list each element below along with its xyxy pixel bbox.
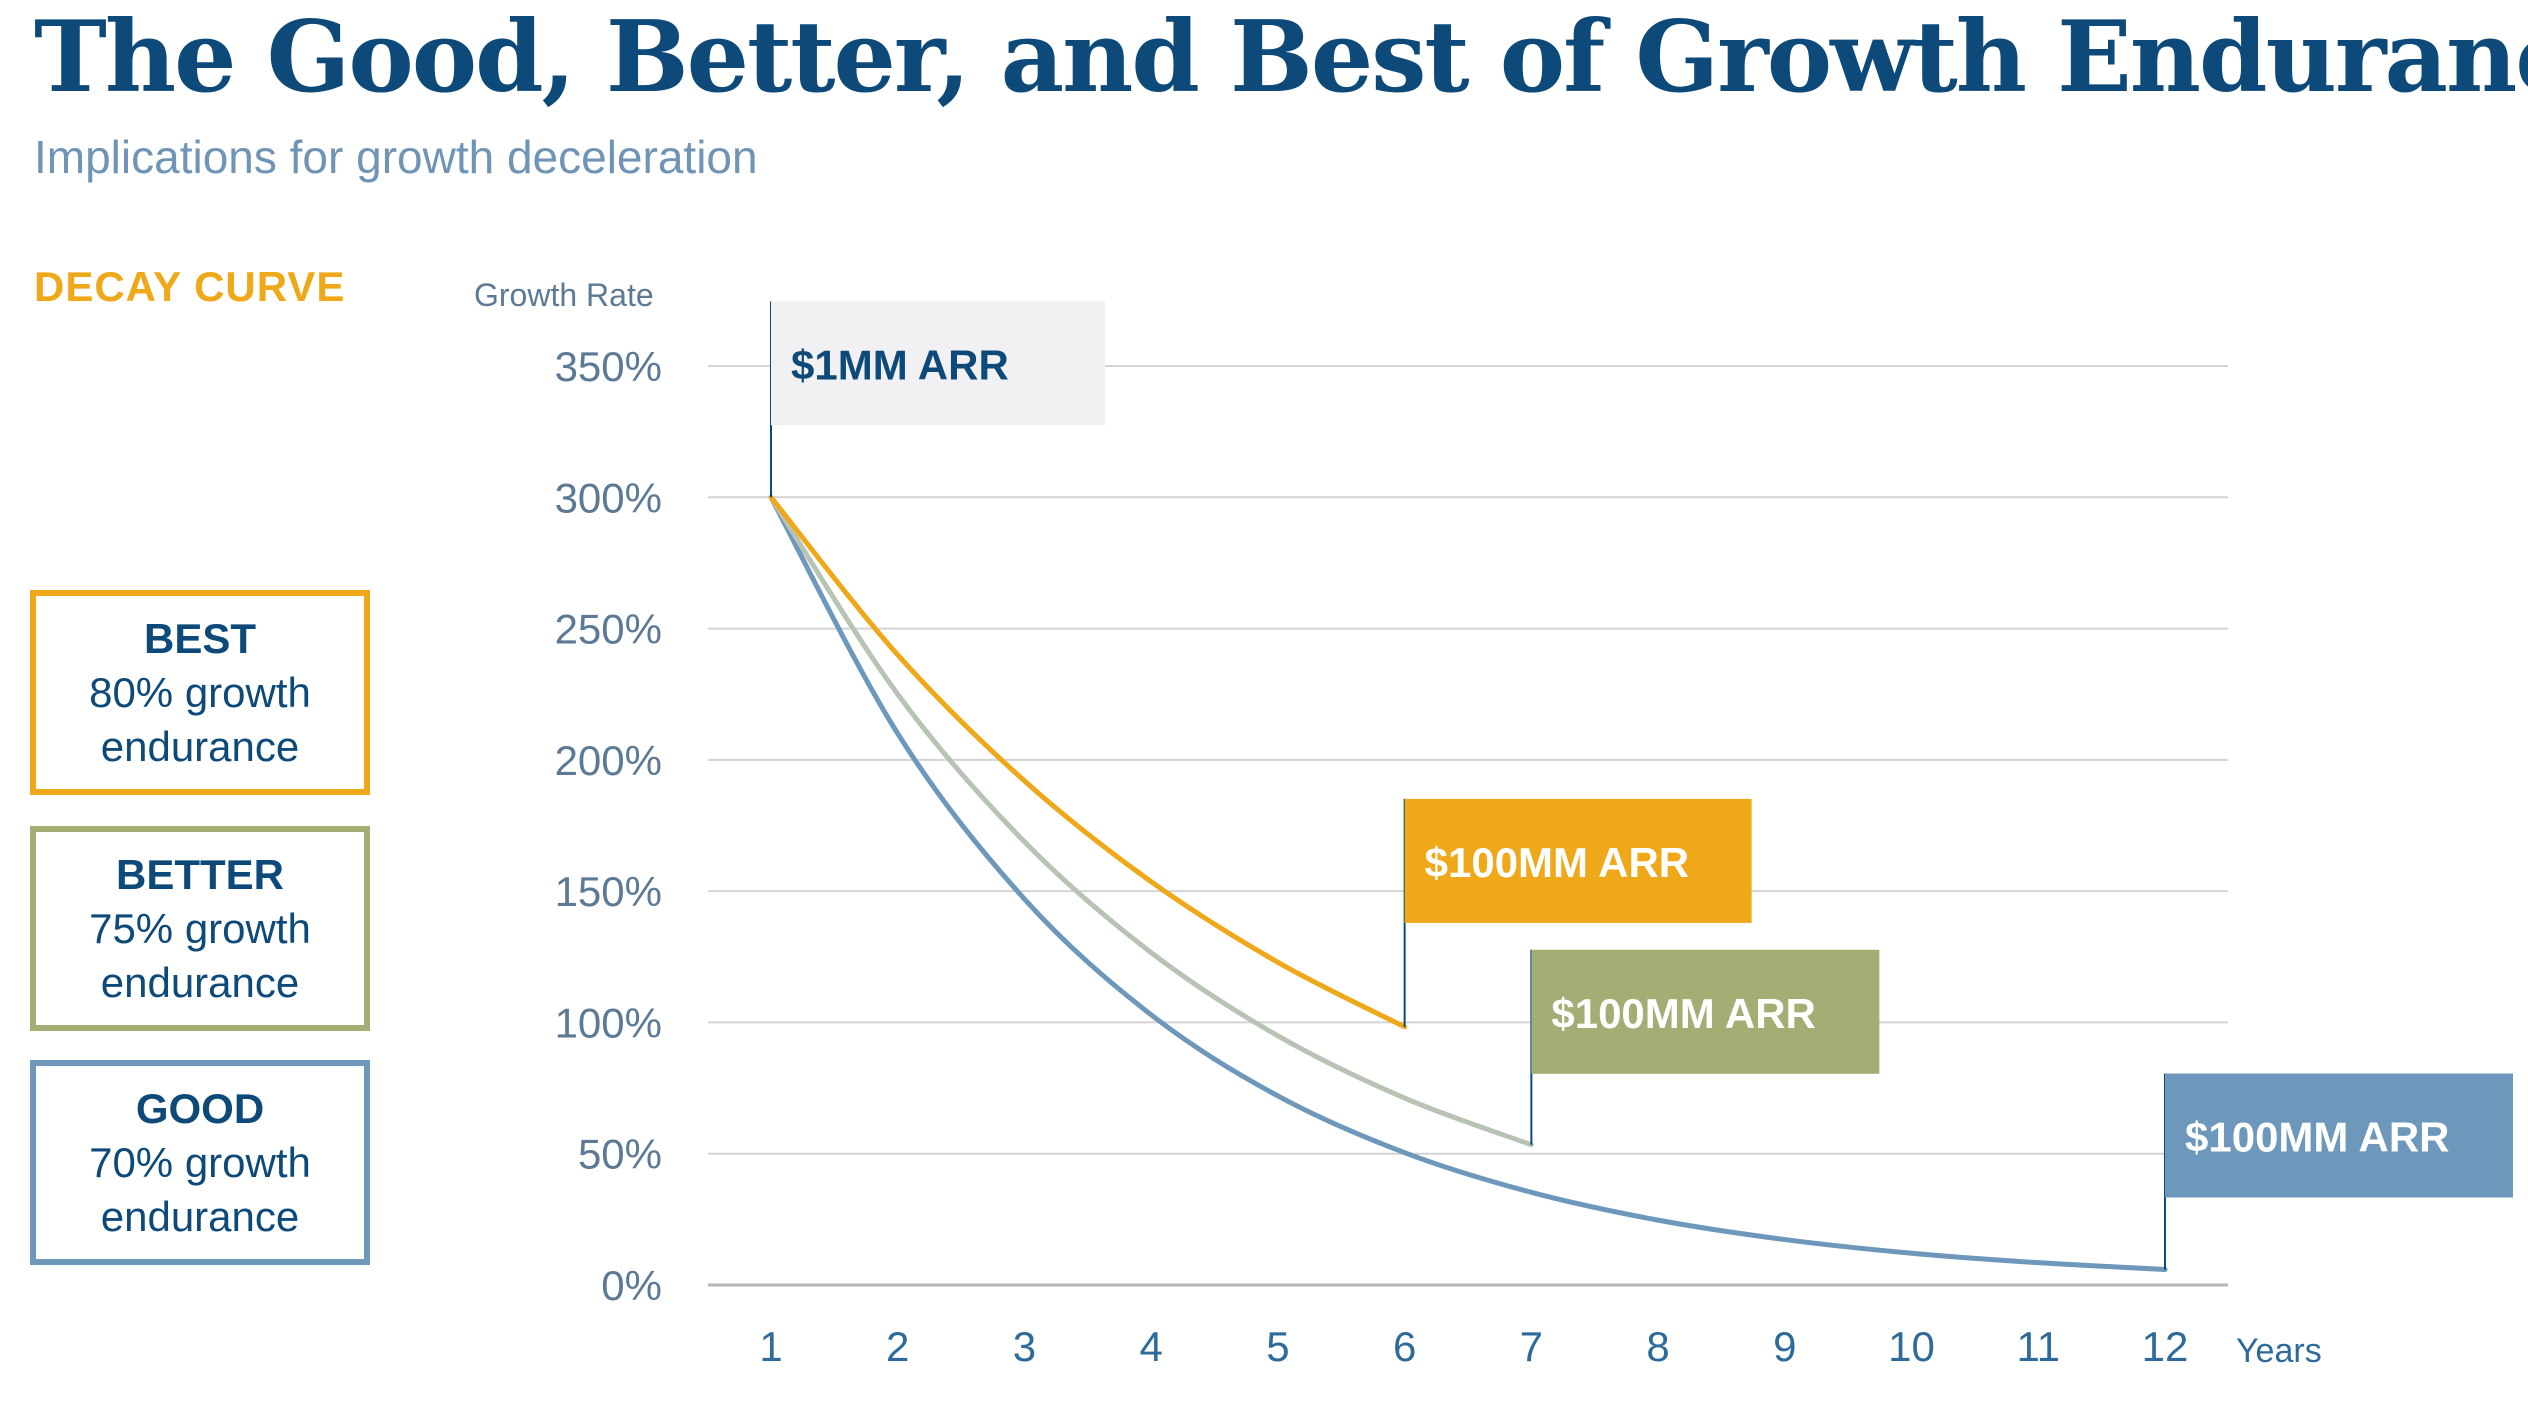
- decay-curve-label: DECAY CURVE: [34, 263, 346, 310]
- y-tick-label: 100%: [555, 999, 662, 1046]
- legend-best: BEST 80% growth endurance: [30, 590, 370, 795]
- y-tick-label: 300%: [555, 474, 662, 521]
- page-subtitle: Implications for growth deceleration: [34, 131, 758, 183]
- y-tick-label: 0%: [601, 1262, 662, 1309]
- page-title: The Good, Better, and Best of Growth End…: [34, 0, 2528, 115]
- annotation-label: $100MM ARR: [2185, 1114, 2450, 1161]
- series-line-better: [768, 494, 1534, 1148]
- annotation-box: [1531, 949, 1880, 1074]
- legend-best-line1: 80% growth: [89, 668, 311, 716]
- legend-best-name: BEST: [143, 614, 256, 662]
- x-tick-label: 4: [1140, 1323, 1163, 1370]
- annotation-box: [771, 301, 1105, 426]
- x-tick-label: 12: [2142, 1323, 2189, 1370]
- y-tick-label: 200%: [555, 737, 662, 784]
- annotation-box: [2165, 1073, 2513, 1198]
- legend-good-line1: 70% growth: [89, 1138, 311, 1186]
- legend-good-name: GOOD: [135, 1084, 265, 1132]
- annotation-label: $1MM ARR: [791, 341, 1009, 388]
- legend-best-line2: endurance: [100, 722, 300, 770]
- annotation-label: $100MM ARR: [1551, 990, 1816, 1037]
- x-tick-label: 2: [886, 1323, 909, 1370]
- x-tick-label: 8: [1646, 1323, 1669, 1370]
- series-line-best: [768, 494, 1408, 1030]
- legend-better-line1: 75% growth: [89, 904, 311, 952]
- y-tick-label: 350%: [555, 343, 662, 390]
- x-axis-title: Years: [2236, 1332, 2322, 1370]
- x-tick-label: 9: [1773, 1323, 1796, 1370]
- x-tick-label: 6: [1393, 1323, 1416, 1370]
- legend-better-line2: endurance: [100, 958, 300, 1006]
- legend-good: GOOD 70% growth endurance: [30, 1060, 370, 1265]
- x-tick-label: 5: [1266, 1323, 1289, 1370]
- x-tick-label: 1: [759, 1323, 782, 1370]
- x-tick-label: 7: [1520, 1323, 1543, 1370]
- x-tick-label: 10: [1888, 1323, 1935, 1370]
- series-line-good: [768, 494, 2168, 1273]
- y-axis-title: Growth Rate: [474, 277, 654, 313]
- legend-better: BETTER 75% growth endurance: [30, 826, 370, 1031]
- legend-good-line2: endurance: [100, 1192, 300, 1240]
- annotation-label: $100MM ARR: [1425, 839, 1690, 886]
- annotation-box: [1404, 798, 1752, 923]
- legend-better-name: BETTER: [116, 850, 284, 898]
- x-tick-label: 11: [2016, 1323, 2060, 1370]
- y-tick-label: 250%: [555, 606, 662, 653]
- y-tick-label: 150%: [555, 868, 662, 915]
- y-tick-label: 50%: [578, 1131, 662, 1178]
- x-tick-label: 3: [1013, 1323, 1036, 1370]
